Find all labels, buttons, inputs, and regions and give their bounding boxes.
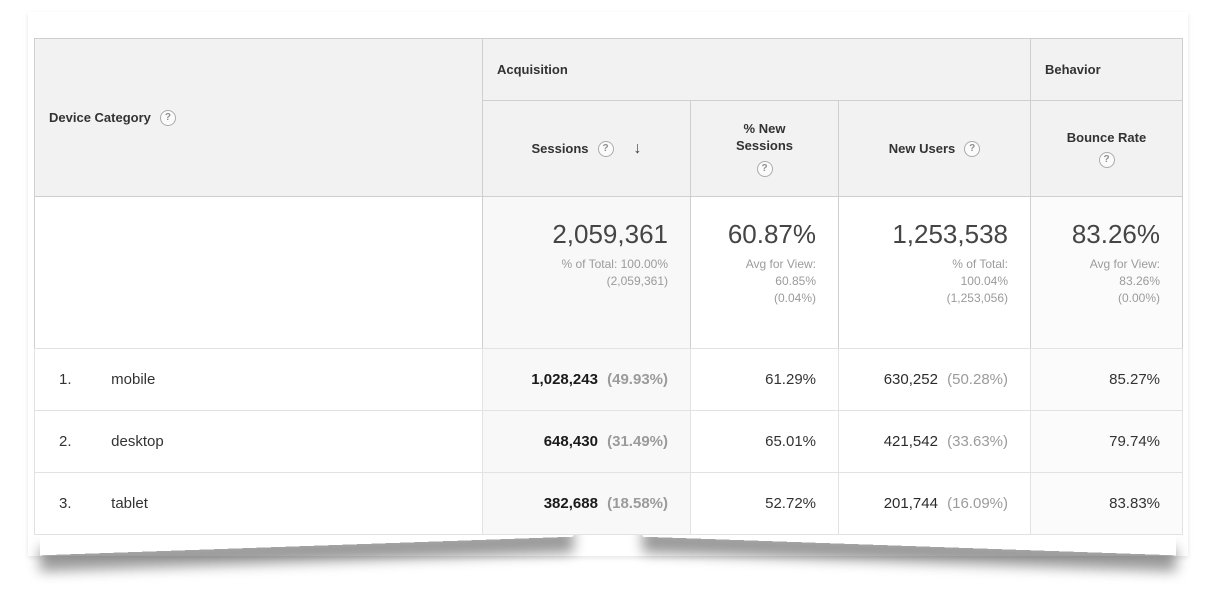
- sessions-value: 382,688: [543, 495, 598, 512]
- help-icon[interactable]: ?: [159, 109, 176, 126]
- totals-pct-new-sessions-cell: 60.87% Avg for View: 60.85% (0.04%): [690, 196, 839, 349]
- report-card: Device Category ? Acquisition Behavior S…: [28, 12, 1188, 556]
- table-row[interactable]: 1. mobile 1,028,243 (49.93%) 61.29% 630,…: [34, 348, 1183, 411]
- sessions-label: Sessions: [531, 141, 589, 156]
- row-index: 2.: [59, 433, 72, 450]
- pct-new-sessions-value: 61.29%: [690, 348, 839, 411]
- help-icon[interactable]: ?: [597, 140, 614, 157]
- column-header-sessions[interactable]: Sessions ? ↓: [482, 100, 691, 197]
- row-index: 3.: [59, 495, 72, 512]
- bounce-rate-value: 79.74%: [1030, 410, 1183, 473]
- totals-new-users-subline: % of Total:: [952, 257, 1008, 271]
- sessions-percent: (49.93%): [607, 371, 668, 388]
- totals-new-users-cell: 1,253,538 % of Total: 100.04% (1,253,056…: [838, 196, 1031, 349]
- help-icon[interactable]: ?: [964, 140, 981, 157]
- totals-sessions-value: 2,059,361: [552, 219, 668, 249]
- new-users-label: New Users: [888, 141, 956, 156]
- sessions-value: 1,028,243: [531, 371, 598, 388]
- column-header-new-users[interactable]: New Users ?: [838, 100, 1031, 197]
- table-row[interactable]: 2. desktop 648,430 (31.49%) 65.01% 421,5…: [34, 410, 1183, 473]
- sessions-value: 648,430: [543, 433, 598, 450]
- new-users-value: 201,744: [883, 495, 938, 512]
- totals-row: 2,059,361 % of Total: 100.00% (2,059,361…: [34, 196, 1183, 349]
- help-icon[interactable]: ?: [1098, 151, 1115, 168]
- totals-dimension-cell: [34, 196, 483, 349]
- totals-sessions-cell: 2,059,361 % of Total: 100.00% (2,059,361…: [482, 196, 691, 349]
- totals-bounce-rate-value: 83.26%: [1071, 219, 1160, 249]
- pct-new-sessions-value: 52.72%: [690, 472, 839, 535]
- pct-new-sessions-value: 65.01%: [690, 410, 839, 473]
- row-label-device: mobile: [111, 371, 156, 388]
- new-users-value: 421,542: [883, 433, 938, 450]
- table-row[interactable]: 3. tablet 382,688 (18.58%) 52.72% 201,74…: [34, 472, 1183, 535]
- column-header-device-category[interactable]: Device Category ?: [34, 38, 483, 197]
- row-label-device: desktop: [111, 433, 164, 450]
- bounce-rate-label: Bounce Rate: [1066, 129, 1147, 145]
- totals-pct-new-sessions-subline: 60.85%: [775, 274, 816, 288]
- analytics-table: Device Category ? Acquisition Behavior S…: [34, 38, 1183, 535]
- totals-bounce-rate-cell: 83.26% Avg for View: 83.26% (0.00%): [1030, 196, 1183, 349]
- column-header-bounce-rate[interactable]: Bounce Rate ?: [1030, 100, 1183, 197]
- pct-new-sessions-label: % New Sessions: [735, 121, 794, 153]
- sessions-percent: (31.49%): [607, 433, 668, 450]
- group-header-acquisition: Acquisition: [482, 38, 1031, 101]
- totals-sessions-subline: (2,059,361): [606, 274, 668, 288]
- row-label-device: tablet: [111, 495, 148, 512]
- totals-new-users-value: 1,253,538: [892, 219, 1008, 249]
- row-index: 1.: [59, 371, 72, 388]
- help-icon[interactable]: ?: [756, 161, 773, 177]
- totals-bounce-rate-subline: Avg for View:: [1089, 257, 1160, 271]
- totals-pct-new-sessions-value: 60.87%: [727, 219, 816, 249]
- totals-bounce-rate-subline: (0.00%): [1117, 291, 1160, 305]
- acquisition-label: Acquisition: [497, 62, 568, 77]
- behavior-label: Behavior: [1045, 62, 1101, 77]
- new-users-value: 630,252: [883, 371, 938, 388]
- totals-new-users-subline: 100.04%: [960, 274, 1008, 288]
- sort-descending-icon[interactable]: ↓: [633, 139, 642, 157]
- sessions-percent: (18.58%): [607, 495, 668, 512]
- bounce-rate-value: 83.83%: [1030, 472, 1183, 535]
- new-users-percent: (33.63%): [947, 433, 1008, 450]
- totals-pct-new-sessions-subline: Avg for View:: [745, 257, 816, 271]
- device-category-label: Device Category: [49, 110, 151, 125]
- new-users-percent: (16.09%): [947, 495, 1008, 512]
- group-header-behavior: Behavior: [1030, 38, 1183, 101]
- totals-bounce-rate-subline: 83.26%: [1119, 274, 1160, 288]
- totals-pct-new-sessions-subline: (0.04%): [773, 291, 816, 305]
- totals-new-users-subline: (1,253,056): [946, 291, 1008, 305]
- new-users-percent: (50.28%): [947, 371, 1008, 388]
- bounce-rate-value: 85.27%: [1030, 348, 1183, 411]
- column-header-pct-new-sessions[interactable]: % New Sessions ?: [690, 100, 839, 197]
- totals-sessions-subline: % of Total: 100.00%: [561, 257, 668, 271]
